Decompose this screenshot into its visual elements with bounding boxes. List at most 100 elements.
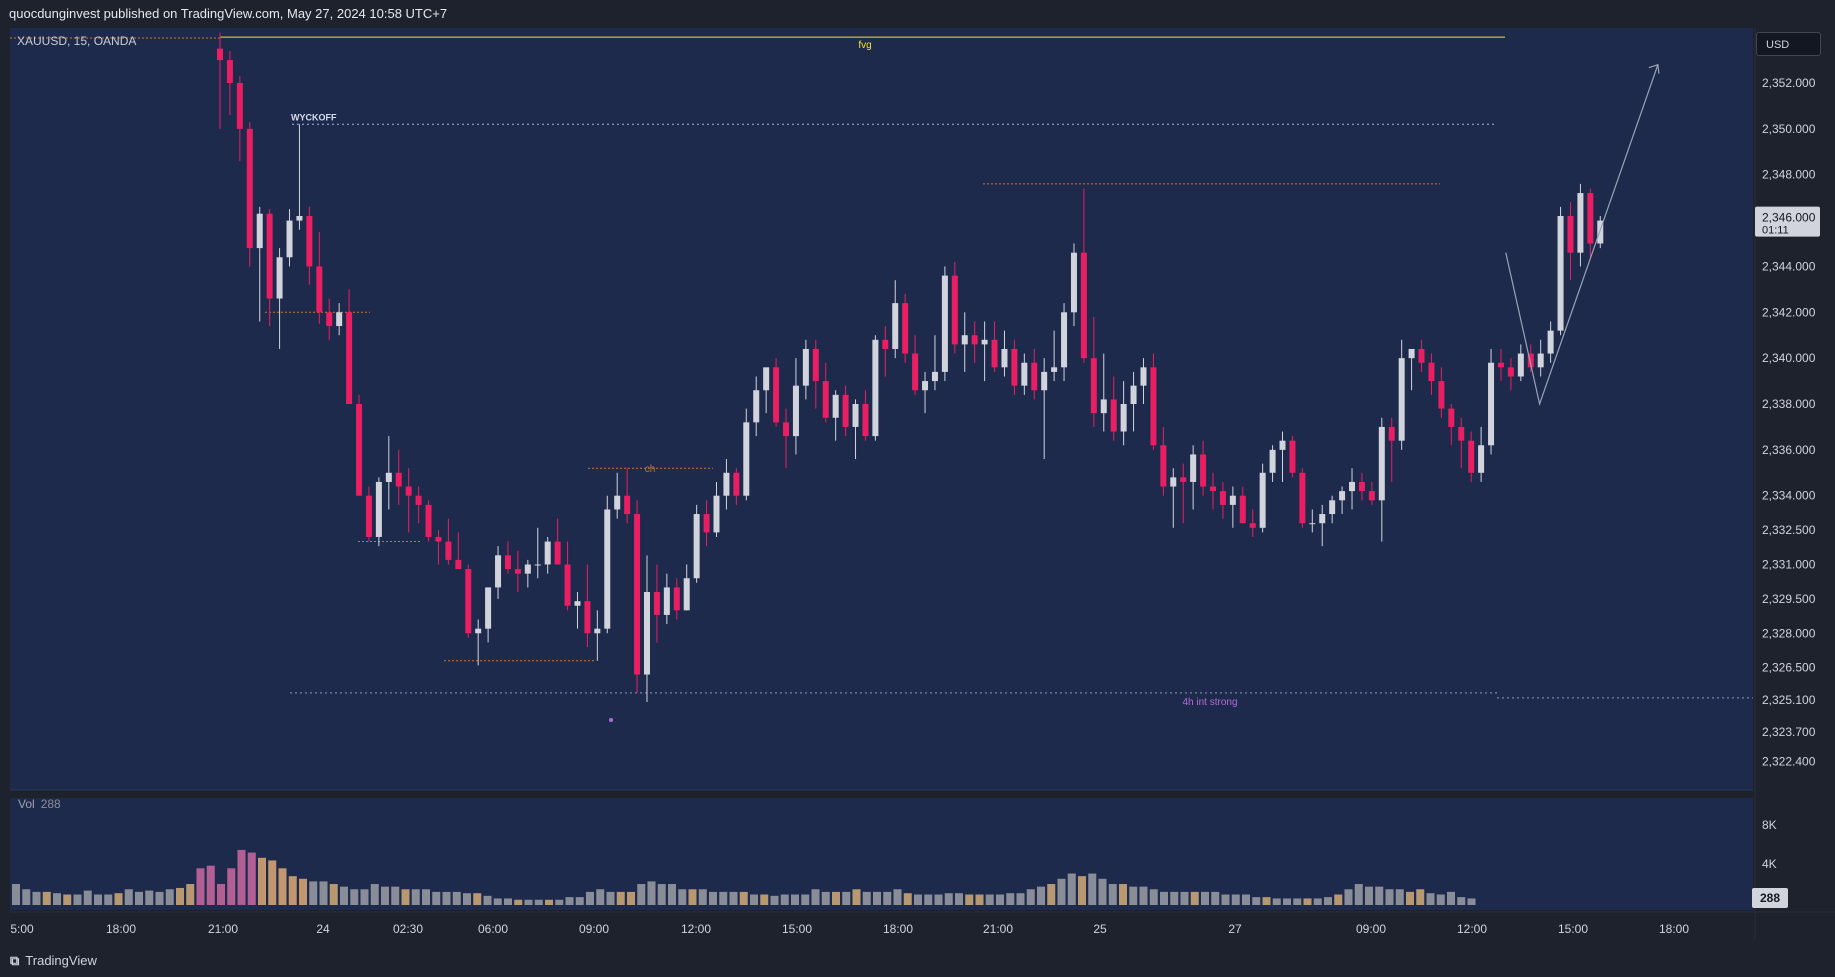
volume-bar (1457, 897, 1466, 905)
volume-bar (12, 884, 20, 905)
candle (475, 628, 482, 634)
candle (862, 404, 869, 437)
time-tick-label: 21:00 (983, 922, 1013, 936)
candle (971, 335, 978, 345)
volume-bar (473, 893, 482, 905)
volume-bar (1426, 893, 1435, 905)
time-tick-label: 18:00 (883, 922, 913, 936)
volume-bar (278, 868, 287, 905)
time-tick-label: 18:00 (1659, 922, 1689, 936)
candle (1488, 362, 1495, 446)
time-tick-label: 24 (316, 922, 330, 936)
candle (1398, 358, 1405, 441)
currency-button[interactable]: USD (1756, 32, 1821, 56)
volume-bar (760, 894, 769, 905)
volume-bar (73, 894, 82, 905)
candle (723, 472, 730, 496)
time-tick-label: 09:00 (579, 922, 609, 936)
price-tick-label: 2,323.700 (1762, 725, 1816, 739)
volume-bar (873, 891, 881, 905)
time-tick-label: 09:00 (1356, 922, 1386, 936)
volume-bar (647, 881, 656, 905)
candle (1031, 362, 1038, 391)
candle (435, 536, 442, 542)
tv-logo-icon[interactable]: ⧉ (10, 953, 20, 968)
volume-bar (596, 889, 605, 905)
candle (256, 213, 263, 249)
volume-bar (94, 894, 102, 905)
volume-bar (914, 894, 922, 905)
candle (892, 303, 899, 349)
candle (1527, 353, 1534, 368)
candle (951, 275, 958, 345)
volume-bar (627, 891, 635, 905)
volume-bar (1395, 889, 1404, 905)
candle (415, 495, 422, 505)
volume-bar (770, 895, 779, 905)
volume-bar (688, 889, 697, 905)
time-tick-label: 12:00 (681, 922, 711, 936)
volume-bar (1098, 878, 1107, 905)
volume-bar (924, 894, 933, 905)
volume-bar (135, 891, 143, 905)
current-volume-label: 288 (1760, 891, 1780, 905)
volume-bar (176, 887, 184, 905)
volume-bar (698, 889, 707, 905)
volume-bar (586, 891, 594, 905)
volume-bar (1016, 893, 1025, 905)
candle (1468, 440, 1475, 473)
candle (1309, 523, 1316, 525)
candle (1140, 367, 1147, 386)
candle (1011, 348, 1018, 386)
projection-arrowhead (1648, 63, 1660, 74)
candle (217, 48, 223, 61)
candle (842, 394, 849, 427)
candle (1368, 491, 1375, 501)
price-tick-label: 2,329.500 (1762, 592, 1816, 606)
volume-bar (668, 884, 676, 905)
volume-bar (206, 865, 215, 905)
volume-bar (996, 894, 1004, 905)
candle (931, 371, 938, 382)
volume-bar (852, 889, 861, 905)
candle (584, 601, 591, 634)
volume-bar (955, 893, 963, 905)
candle (356, 404, 363, 496)
volume-bar (1406, 891, 1414, 905)
candle (634, 514, 641, 675)
volume-bar (1067, 873, 1076, 905)
candle (1269, 449, 1276, 473)
candle (296, 216, 303, 221)
candle (346, 312, 353, 404)
candle (544, 541, 551, 565)
volume-bar (883, 891, 892, 905)
time-tick-label: 27 (1228, 922, 1242, 936)
fvg-label: fvg (858, 40, 871, 51)
footer-brand[interactable]: TradingView (25, 953, 97, 968)
candle (1408, 348, 1415, 359)
candle (1418, 348, 1425, 363)
candle (882, 339, 889, 349)
candle (485, 587, 492, 629)
volume-bar (22, 889, 31, 905)
volume-bar (606, 891, 615, 905)
candle (822, 381, 829, 418)
candle (246, 128, 253, 249)
price-tick-label: 2,350.000 (1762, 122, 1816, 136)
volume-bar (1201, 891, 1209, 905)
price-tick-label: 2,325.100 (1762, 693, 1816, 707)
volume-bar (124, 889, 133, 905)
candle (455, 559, 462, 570)
volume-bar (309, 881, 318, 905)
volume-bar (1283, 898, 1291, 905)
volume-bar (432, 891, 441, 905)
candle (1170, 477, 1177, 487)
volume-bar (391, 886, 400, 905)
candle (574, 601, 581, 606)
candle (1339, 491, 1346, 501)
candle (912, 353, 919, 391)
volume-bar (504, 898, 512, 905)
candle (753, 390, 760, 423)
candle (1150, 367, 1157, 446)
